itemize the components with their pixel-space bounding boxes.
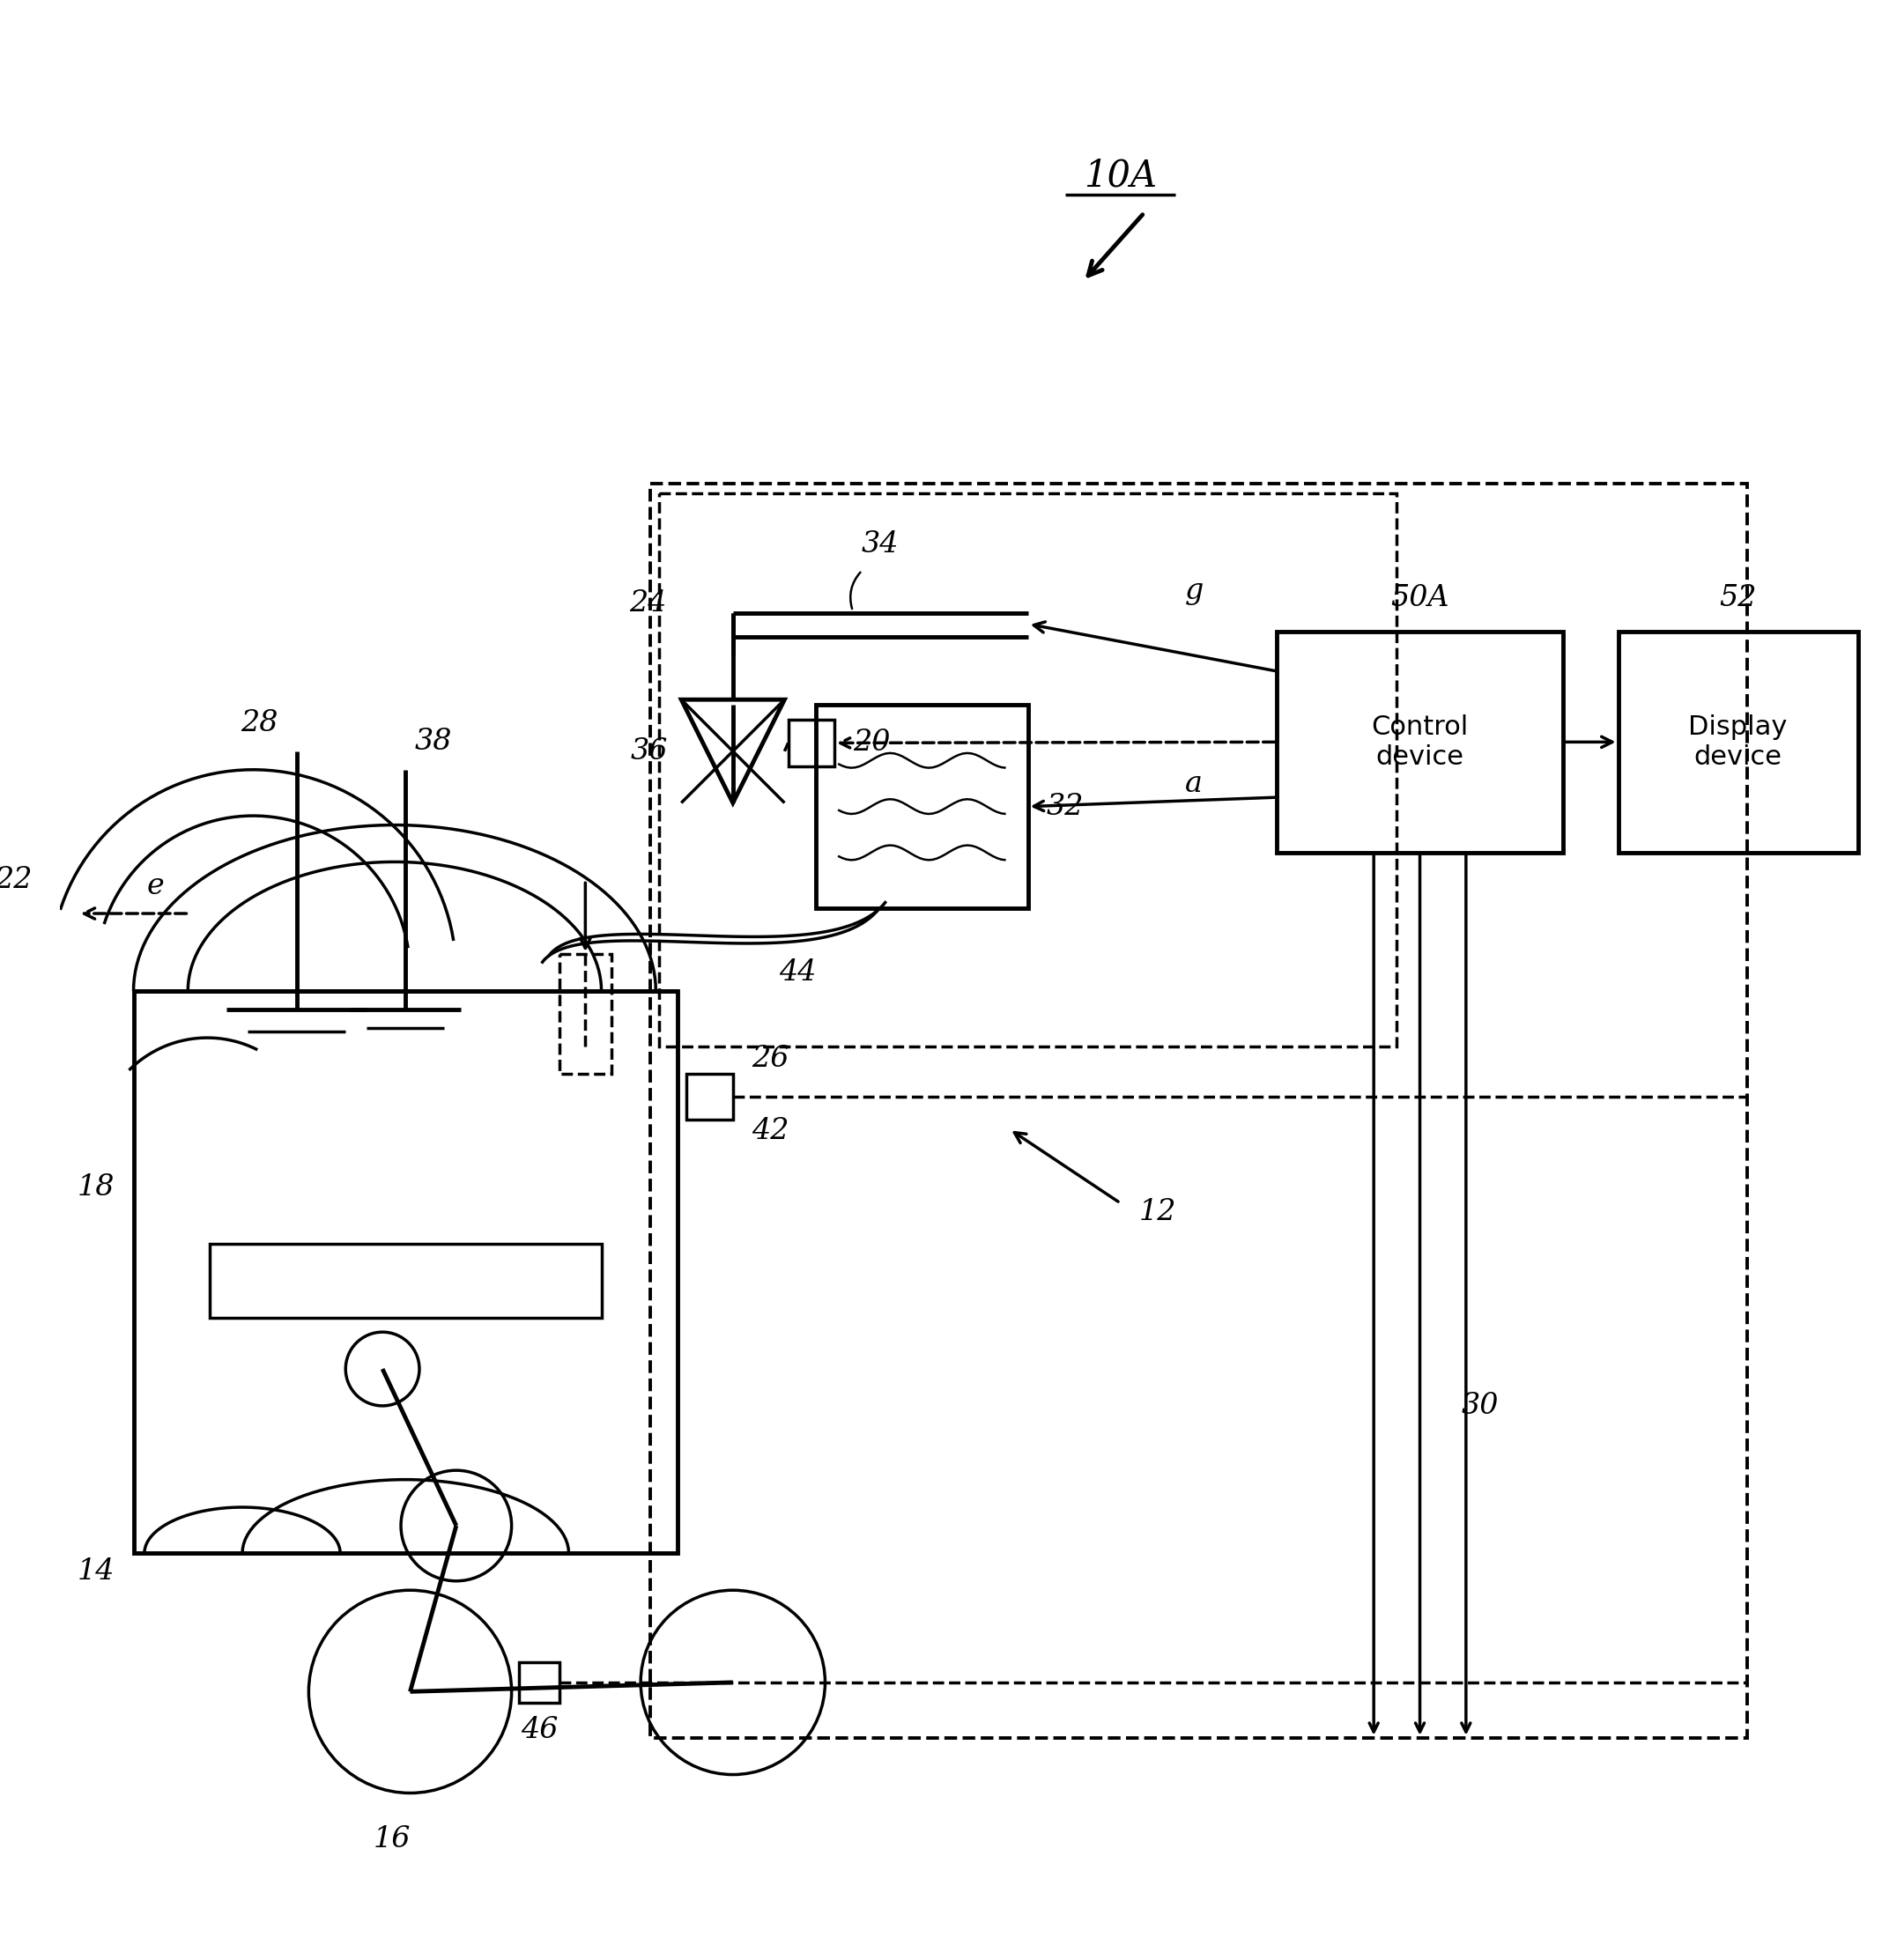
Text: 24: 24 xyxy=(630,589,666,619)
Text: 36: 36 xyxy=(630,737,668,764)
Text: 30: 30 xyxy=(1460,1393,1498,1420)
Text: a: a xyxy=(1184,770,1201,799)
Text: 52: 52 xyxy=(1719,584,1757,613)
Text: 16: 16 xyxy=(373,1824,411,1854)
Text: e: e xyxy=(147,871,164,901)
Text: 22: 22 xyxy=(0,866,32,895)
Text: Display
device: Display device xyxy=(1689,714,1788,770)
Text: Control
device: Control device xyxy=(1371,714,1468,770)
Text: 32: 32 xyxy=(1047,792,1083,821)
Text: 44: 44 xyxy=(779,959,817,986)
Bar xyxy=(520,1663,560,1702)
Bar xyxy=(133,990,678,1554)
Bar xyxy=(788,720,834,766)
Text: 38: 38 xyxy=(415,727,451,757)
Bar xyxy=(659,494,1398,1046)
Bar xyxy=(649,484,1748,1737)
Bar xyxy=(817,706,1028,908)
Text: 20: 20 xyxy=(853,729,891,757)
Text: g: g xyxy=(1184,578,1203,605)
Text: 18: 18 xyxy=(78,1173,114,1202)
Bar xyxy=(560,955,611,1074)
Text: 28: 28 xyxy=(240,710,278,737)
Text: 50A: 50A xyxy=(1390,584,1449,613)
Text: 26: 26 xyxy=(752,1044,788,1074)
Text: 42: 42 xyxy=(752,1116,788,1146)
Text: 34: 34 xyxy=(863,531,899,558)
Bar xyxy=(1278,632,1563,852)
Bar xyxy=(1618,632,1858,852)
Text: 14: 14 xyxy=(78,1558,114,1585)
Bar xyxy=(209,1245,602,1319)
Bar xyxy=(687,1074,733,1120)
Text: 46: 46 xyxy=(520,1715,558,1745)
Text: 10A: 10A xyxy=(1083,158,1158,194)
Text: 12: 12 xyxy=(1139,1198,1177,1225)
